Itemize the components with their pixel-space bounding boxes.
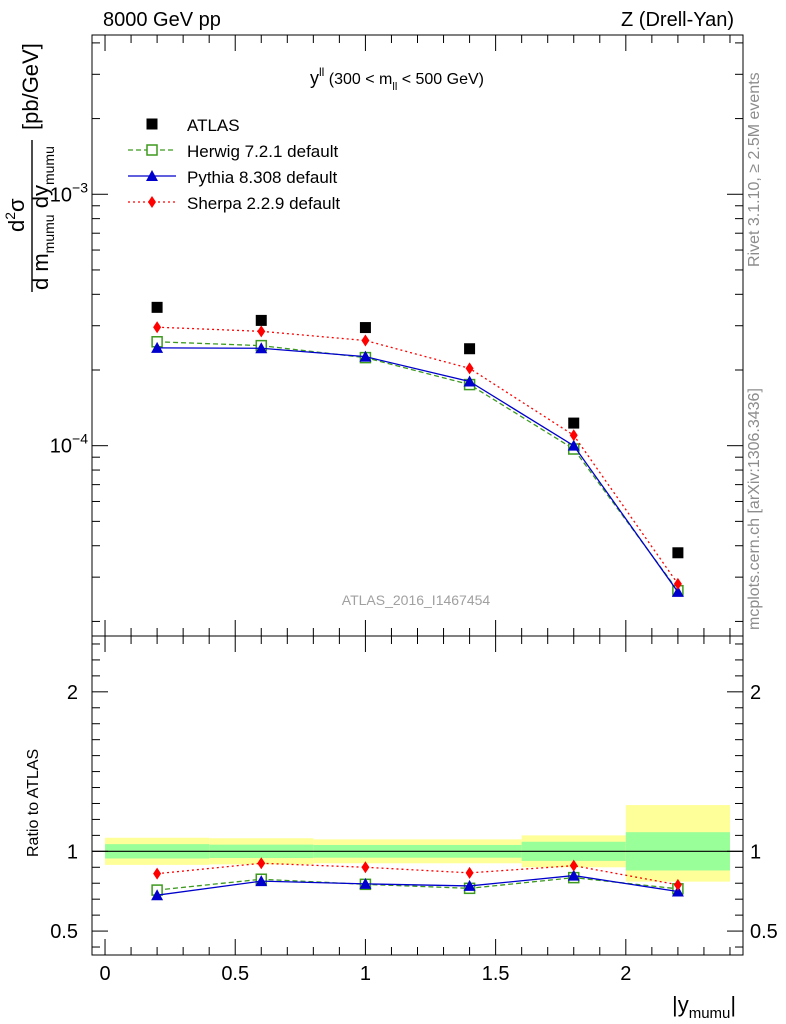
pythia-ratio-point-1 — [255, 875, 268, 887]
legend-label-herwig: Herwig 7.2.1 default — [187, 142, 338, 161]
sherpa-ratio-line — [157, 862, 679, 886]
sherpa-ratio-point-1 — [257, 857, 266, 870]
sherpa-ratio-point-3 — [465, 866, 474, 879]
y-label-den-dy: dy — [28, 185, 53, 214]
x-tick-label: 0 — [99, 963, 110, 985]
atlas-point-1 — [255, 314, 267, 326]
ratio-y-tick-label-right: 0.5 — [750, 921, 778, 943]
legend-marker-herwig — [146, 144, 158, 156]
ratio-y-tick-label-left: 2 — [67, 682, 78, 704]
legend-marker-atlas — [146, 118, 158, 130]
title-main: y — [310, 68, 319, 88]
x-axis-label: |ymumu| — [672, 992, 736, 1022]
legend-label-sherpa: Sherpa 2.2.9 default — [187, 194, 340, 213]
y-tick-base: 10 — [50, 184, 72, 206]
sherpa-ratio-point-2 — [361, 861, 370, 874]
main-plot-title: yll (300 < mll < 500 GeV) — [310, 65, 484, 93]
y-label-unit: [pb/GeV] — [18, 43, 43, 130]
y-label-den-sub2: mumu — [41, 146, 57, 185]
sherpa-point-0 — [153, 321, 162, 334]
x-tick-label: 1.5 — [482, 963, 510, 985]
legend-marker-pythia — [146, 170, 158, 181]
legend-label-atlas: ATLAS — [187, 116, 240, 135]
pythia-ratio-point-2 — [359, 877, 372, 889]
analysis-watermark: ATLAS_2016_I1467454 — [342, 592, 491, 608]
pythia-point-0 — [151, 341, 164, 353]
atlas-point-5 — [672, 547, 684, 559]
sherpa-point-4 — [569, 429, 578, 442]
herwig-line — [157, 341, 679, 592]
title-subscript: ll — [392, 81, 397, 93]
pythia-point-3 — [463, 375, 476, 387]
y-label-num-d: d — [4, 220, 29, 232]
ratio-y-tick-label-right: 1 — [750, 841, 761, 863]
pythia-ratio-point-0 — [151, 889, 164, 901]
pythia-point-2 — [359, 350, 372, 362]
sherpa-point-3 — [465, 362, 474, 375]
legend-marker-sherpa — [148, 196, 156, 208]
atlas-point-2 — [359, 322, 371, 334]
pythia-ratio-line — [157, 874, 678, 896]
x-label-subscript: mumu — [689, 1005, 731, 1022]
y-label-numerator: d2σ — [2, 198, 29, 232]
y-tick-exponent: −3 — [72, 179, 88, 195]
x-label-main: |y — [672, 992, 689, 1017]
pythia-ratio-point-5 — [671, 885, 684, 897]
y-tick-base: 10 — [50, 436, 72, 458]
y-label-num-sigma: σ — [4, 198, 29, 212]
pythia-line — [157, 347, 679, 593]
ratio-y-tick-label-left: 1 — [67, 841, 78, 863]
main-y-tick-label: 10−3 — [50, 179, 88, 206]
title-superscript: ll — [319, 65, 324, 79]
x-tick-label: 2 — [620, 963, 631, 985]
sherpa-line — [157, 326, 679, 585]
sherpa-point-5 — [673, 577, 682, 590]
y-label-den-sub: mumu — [41, 214, 57, 253]
y-tick-exponent: −4 — [72, 431, 88, 447]
pythia-point-4 — [567, 439, 580, 451]
atlas-point-3 — [464, 343, 476, 355]
sherpa-point-2 — [361, 334, 370, 347]
sherpa-ratio-point-0 — [153, 867, 162, 880]
pythia-point-5 — [671, 585, 684, 597]
pythia-ratio-point-3 — [463, 879, 476, 891]
y-label-num-sup: 2 — [2, 212, 18, 220]
ratio-plot-frame — [91, 635, 744, 956]
ratio-y-axis-label: Ratio to ATLAS — [25, 749, 42, 857]
pythia-ratio-point-4 — [567, 869, 580, 881]
sherpa-ratio-point-5 — [673, 878, 682, 891]
atlas-point-0 — [151, 301, 163, 313]
y-label-denominator: d mmumu dymumu — [28, 146, 57, 290]
title-range-end: < 500 GeV) — [397, 71, 484, 88]
pythia-point-1 — [255, 342, 268, 354]
sherpa-ratio-point-4 — [569, 859, 578, 872]
process-label: Z (Drell-Yan) — [621, 9, 734, 31]
atlas-point-4 — [568, 417, 580, 429]
ratio-y-tick-label-left: 0.5 — [50, 921, 78, 943]
x-tick-label: 0.5 — [221, 963, 249, 985]
herwig-ratio-line — [157, 876, 678, 891]
x-label-bar: | — [730, 992, 736, 1017]
main-y-tick-label: 10−4 — [50, 431, 88, 458]
ratio-y-tick-label-right: 2 — [750, 682, 761, 704]
x-tick-label: 1 — [360, 963, 371, 985]
legend-label-pythia: Pythia 8.308 default — [187, 168, 338, 187]
title-range-start: (300 < m — [324, 71, 392, 88]
sherpa-point-1 — [257, 325, 266, 338]
energy-label: 8000 GeV pp — [103, 9, 221, 31]
y-label-den-dm: d m — [28, 253, 53, 290]
